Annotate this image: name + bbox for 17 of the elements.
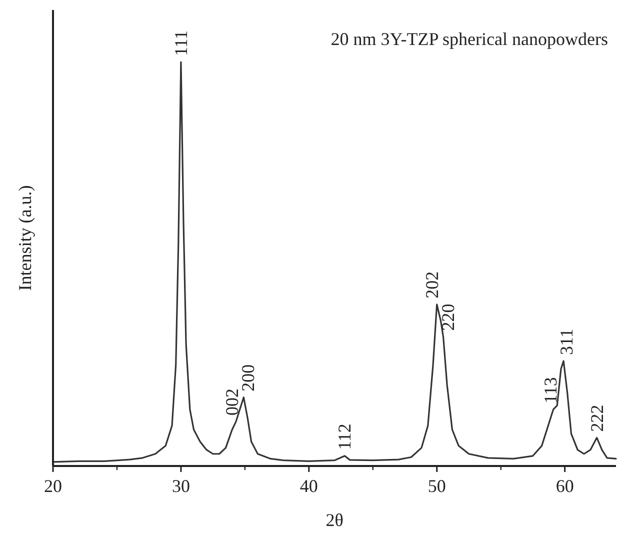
annotation: 202	[422, 271, 442, 298]
annotation: 002	[222, 388, 242, 416]
annotation: 200	[238, 364, 258, 392]
annotation: 222	[586, 404, 607, 432]
annotation: 111	[170, 30, 191, 56]
annotation: 112	[334, 424, 355, 450]
y-axis-title: Intensity (a.u.)	[15, 185, 35, 291]
annotation: 311	[556, 328, 576, 355]
text: 20 nm 3Y-TZP spherical nanopowders	[330, 29, 608, 49]
annotation: 113	[540, 377, 560, 404]
x-axis-title: 2θ	[326, 510, 344, 530]
x-tick-label: 30	[172, 476, 190, 496]
x-tick-label: 20	[44, 476, 62, 496]
annotation: 220	[438, 304, 458, 331]
x-tick-label: 60	[556, 476, 574, 496]
x-tick-label: 40	[300, 476, 318, 496]
x-tick-label: 50	[428, 476, 446, 496]
